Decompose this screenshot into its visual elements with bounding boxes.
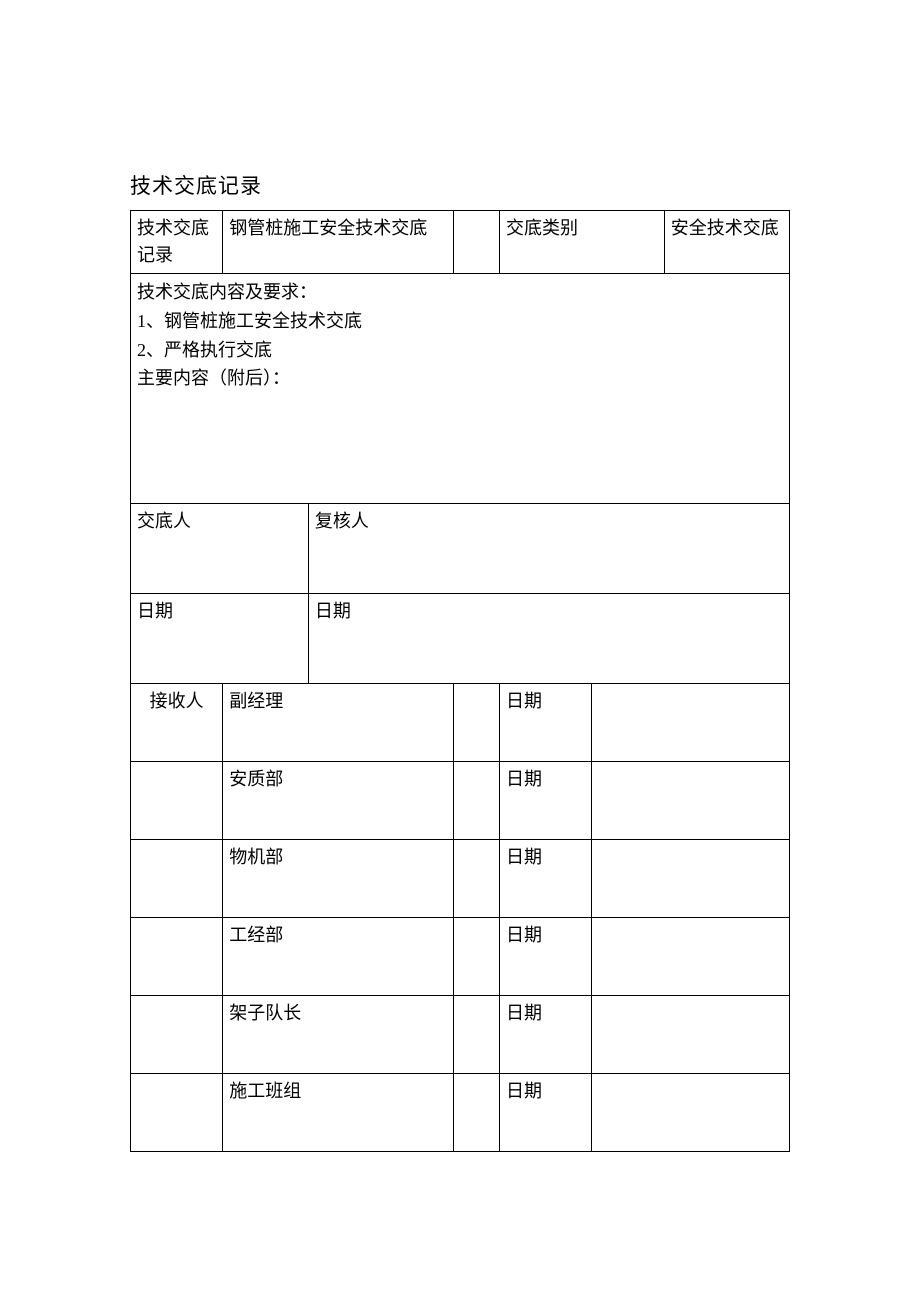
content-line-2: 2、严格执行交底 bbox=[137, 336, 783, 365]
content-requirements-cell: 技术交底内容及要求： 1、钢管桩施工安全技术交底 2、严格执行交底 主要内容（附… bbox=[131, 274, 790, 504]
reviewer-date-label: 日期 bbox=[308, 594, 789, 684]
receiver-date-label-4: 日期 bbox=[500, 996, 592, 1074]
record-table: 技术交底记录 钢管桩施工安全技术交底 交底类别 安全技术交底 技术交底内容及要求… bbox=[130, 210, 790, 1152]
header-category-label: 交底类别 bbox=[500, 211, 665, 274]
receiver-date-label-5: 日期 bbox=[500, 1074, 592, 1152]
receiver-label: 接收人 bbox=[131, 684, 223, 762]
content-line-3: 主要内容（附后）： bbox=[137, 364, 783, 393]
header-record-label: 技术交底记录 bbox=[131, 211, 223, 274]
receiver-date-label-2: 日期 bbox=[500, 840, 592, 918]
receiver-date-value-1 bbox=[592, 762, 790, 840]
receiver-role-5: 施工班组 bbox=[223, 1074, 454, 1152]
receiver-date-value-3 bbox=[592, 918, 790, 996]
receiver-date-value-0 bbox=[592, 684, 790, 762]
receiver-label-spacer-2 bbox=[131, 840, 223, 918]
receiver-date-value-5 bbox=[592, 1074, 790, 1152]
receiver-sign-1 bbox=[453, 762, 499, 840]
reviewer-label: 复核人 bbox=[308, 504, 789, 594]
receiver-label-spacer-3 bbox=[131, 918, 223, 996]
receiver-date-label-3: 日期 bbox=[500, 918, 592, 996]
page-title: 技术交底记录 bbox=[130, 170, 790, 200]
receiver-role-4: 架子队长 bbox=[223, 996, 454, 1074]
receiver-role-0: 副经理 bbox=[223, 684, 454, 762]
submitter-label: 交底人 bbox=[131, 504, 309, 594]
receiver-date-value-2 bbox=[592, 840, 790, 918]
receiver-sign-4 bbox=[453, 996, 499, 1074]
receiver-sign-2 bbox=[453, 840, 499, 918]
receiver-date-label-1: 日期 bbox=[500, 762, 592, 840]
receiver-label-spacer-5 bbox=[131, 1074, 223, 1152]
header-record-value: 钢管桩施工安全技术交底 bbox=[223, 211, 454, 274]
receiver-sign-3 bbox=[453, 918, 499, 996]
receiver-sign-0 bbox=[453, 684, 499, 762]
header-category-value: 安全技术交底 bbox=[664, 211, 789, 274]
receiver-role-2: 物机部 bbox=[223, 840, 454, 918]
receiver-sign-5 bbox=[453, 1074, 499, 1152]
receiver-date-label-0: 日期 bbox=[500, 684, 592, 762]
content-heading: 技术交底内容及要求： bbox=[137, 278, 783, 307]
content-line-1: 1、钢管桩施工安全技术交底 bbox=[137, 307, 783, 336]
receiver-label-spacer-4 bbox=[131, 996, 223, 1074]
receiver-label-spacer-1 bbox=[131, 762, 223, 840]
receiver-date-value-4 bbox=[592, 996, 790, 1074]
submitter-date-label: 日期 bbox=[131, 594, 309, 684]
receiver-role-3: 工经部 bbox=[223, 918, 454, 996]
receiver-role-1: 安质部 bbox=[223, 762, 454, 840]
header-spacer bbox=[453, 211, 499, 274]
